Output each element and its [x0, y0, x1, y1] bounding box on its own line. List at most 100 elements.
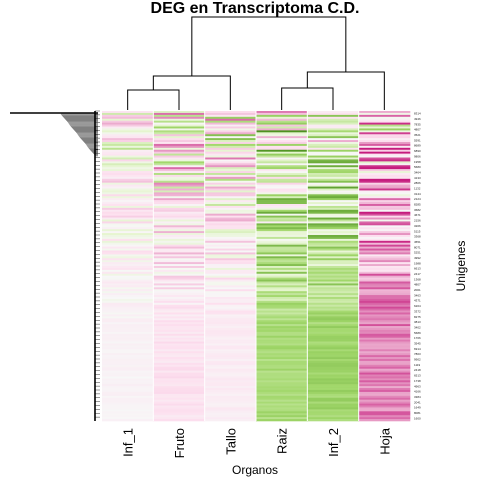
heatmap-cell: [204, 225, 257, 228]
heatmap-cell: [307, 165, 359, 168]
row-label: 4166: [414, 390, 421, 394]
row-label: 4133: [414, 176, 421, 180]
row-label: 1706: [414, 336, 421, 340]
heatmap-cell: [102, 337, 154, 340]
heatmap-cell: [358, 264, 411, 267]
row-label: 3521: [414, 133, 421, 137]
heatmap-cell: [307, 200, 359, 203]
heatmap-cell: [102, 252, 154, 255]
heatmap-cell: [102, 229, 154, 232]
heatmap-cell: [307, 246, 359, 249]
heatmap-cell: [307, 111, 359, 114]
row-label: 2806: [414, 181, 421, 185]
row-label: 2124: [414, 197, 421, 201]
heatmap-cell: [204, 116, 257, 120]
heatmap-cell: [102, 163, 154, 166]
heatmap-cell: [153, 128, 205, 131]
heatmap-cell: [256, 390, 308, 393]
heatmap-cell: [307, 376, 359, 379]
heatmap-cell: [102, 405, 154, 408]
heatmap-cell: [102, 395, 154, 399]
heatmap-cell: [204, 176, 257, 180]
heatmap-cell: [204, 163, 257, 166]
heatmap-cell: [256, 233, 308, 236]
heatmap-cell: [307, 207, 359, 211]
heatmap-cell: [256, 380, 308, 383]
heatmap-cell: [153, 388, 205, 391]
heatmap-cell: [256, 252, 308, 255]
heatmap-cell: [307, 273, 359, 276]
heatmap-cell: [102, 302, 154, 306]
heatmap-cell: [256, 200, 308, 203]
heatmap-cell: [307, 204, 359, 207]
heatmap-cell: [358, 184, 411, 187]
heatmap-cell: [256, 267, 308, 271]
heatmap-cell: [204, 266, 257, 269]
heatmap-cell: [153, 393, 205, 397]
heatmap-cell: [307, 378, 359, 381]
heatmap-cell: [153, 126, 205, 129]
heatmap-cell: [102, 341, 154, 344]
heatmap-cell: [153, 153, 205, 156]
column-dendrogram: [127, 16, 385, 110]
heatmap-cell: [358, 176, 411, 180]
heatmap-cell: [256, 134, 308, 137]
heatmap-cell: [204, 318, 257, 321]
row-label: 4963: [414, 384, 421, 388]
heatmap-cell: [153, 202, 205, 205]
heatmap-cell: [102, 345, 154, 348]
heatmap-cell: [256, 403, 308, 406]
heatmap-cell: [256, 122, 308, 125]
heatmap-cell: [256, 302, 308, 306]
heatmap-cell: [153, 238, 205, 242]
heatmap-cell: [153, 316, 205, 319]
heatmap-cell: [307, 380, 359, 383]
heatmap-cell: [256, 415, 308, 418]
heatmap-cell: [102, 310, 154, 313]
heatmap-cell: [102, 308, 154, 311]
heatmap-cell: [256, 343, 308, 346]
heatmap-cell: [204, 169, 257, 172]
heatmap-cell: [204, 413, 257, 416]
heatmap-cell: [102, 151, 154, 154]
heatmap-cell: [102, 143, 154, 147]
heatmap-cell: [153, 376, 205, 379]
heatmap-cells: [102, 111, 411, 422]
heatmap-cell: [102, 198, 154, 201]
heatmap-cell: [307, 407, 359, 410]
heatmap-cell: [358, 116, 411, 120]
heatmap-cell: [153, 174, 205, 178]
heatmap-cell: [153, 353, 205, 356]
heatmap-cell: [153, 111, 205, 114]
heatmap-cell: [358, 295, 411, 298]
heatmap-cell: [153, 159, 205, 162]
heatmap-cell: [358, 415, 411, 418]
row-label: 4807: [414, 283, 421, 287]
heatmap-cell: [204, 310, 257, 313]
heatmap-cell: [256, 192, 308, 195]
heatmap-cell: [256, 399, 308, 402]
heatmap-cell: [153, 258, 205, 261]
y-axis-label: Unigenes: [454, 241, 468, 292]
heatmap-cell: [358, 300, 411, 304]
heatmap-cell: [307, 372, 359, 375]
column-label-inf_2: Inf_2: [326, 428, 341, 457]
heatmap-cell: [307, 329, 359, 333]
heatmap-cell: [102, 173, 154, 176]
heatmap-cell: [153, 262, 205, 265]
heatmap-cell: [153, 165, 205, 168]
heatmap-cell: [307, 287, 359, 290]
heatmap-cell: [256, 221, 308, 224]
heatmap-cell: [358, 242, 411, 245]
heatmap-cell: [358, 196, 411, 199]
heatmap-cell: [153, 359, 205, 362]
heatmap-cell: [358, 382, 411, 385]
heatmap-cell: [358, 188, 411, 191]
heatmap-cell: [256, 171, 308, 174]
heatmap-cell: [153, 173, 205, 176]
heatmap-cell: [307, 360, 359, 364]
heatmap-cell: [204, 380, 257, 383]
heatmap-cell: [307, 140, 359, 143]
heatmap-cell: [256, 194, 308, 197]
heatmap-cell: [153, 397, 205, 400]
